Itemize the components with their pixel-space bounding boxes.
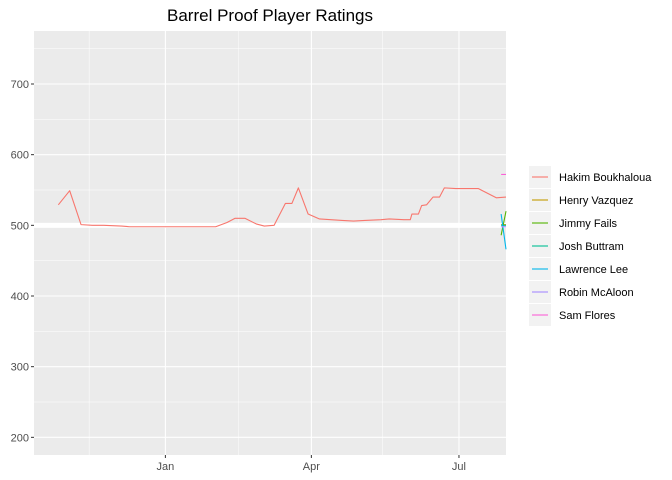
- x-tick-label: Jul: [452, 461, 466, 473]
- chart-title: Barrel Proof Player Ratings: [167, 6, 373, 25]
- legend-item: Jimmy Fails: [529, 212, 618, 234]
- legend-label: Jimmy Fails: [559, 218, 618, 230]
- legend-item: Lawrence Lee: [529, 258, 628, 280]
- legend-item: Robin McAloon: [529, 281, 634, 303]
- x-axis: Jan Apr Jul: [157, 455, 466, 473]
- series-line-0: [57, 187, 507, 228]
- x-tick-label: Apr: [303, 461, 320, 473]
- y-tick-label: 600: [11, 150, 29, 162]
- y-tick-label: 700: [11, 79, 29, 91]
- legend-item: Sam Flores: [529, 304, 616, 326]
- legend-label: Robin McAloon: [559, 287, 634, 299]
- legend-label: Lawrence Lee: [559, 264, 628, 276]
- legend: Hakim Boukhaloua Henry Vazquez Jimmy Fails…: [529, 166, 652, 326]
- legend-item: Henry Vazquez: [529, 189, 633, 211]
- legend-label: Henry Vazquez: [559, 195, 633, 207]
- y-axis: 200 300 400 500 600 700: [11, 79, 34, 444]
- legend-item: Hakim Boukhaloua: [529, 166, 652, 188]
- series-line-4: [500, 213, 507, 250]
- series-line-2: [500, 211, 507, 236]
- legend-label: Josh Buttram: [559, 241, 624, 253]
- legend-item: Josh Buttram: [529, 235, 624, 257]
- y-tick-label: 500: [11, 220, 29, 232]
- plot-panel: [34, 31, 507, 455]
- y-tick-label: 200: [11, 432, 29, 444]
- panel-background: [34, 31, 506, 455]
- legend-label: Hakim Boukhaloua: [559, 172, 652, 184]
- y-tick-label: 300: [11, 362, 29, 374]
- y-tick-label: 400: [11, 291, 29, 303]
- x-tick-label: Jan: [157, 461, 175, 473]
- legend-label: Sam Flores: [559, 310, 616, 322]
